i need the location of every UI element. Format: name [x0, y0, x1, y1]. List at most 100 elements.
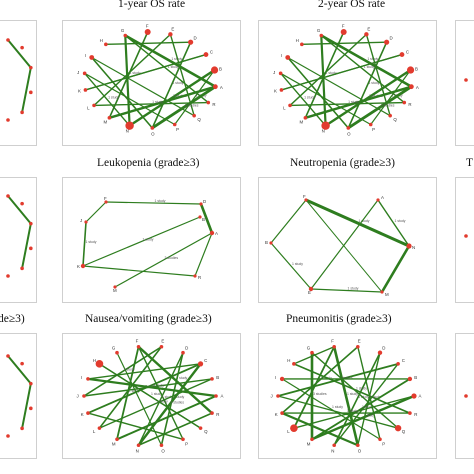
panel-nausea-node	[95, 360, 104, 368]
panel-1-year-os-edge	[90, 56, 154, 129]
frame-right-top	[455, 20, 474, 146]
panel-nausea-node-label: Q	[204, 429, 208, 434]
panel-pneumonitis-edge-label: 1 study	[370, 395, 381, 399]
panel-nausea-node	[159, 443, 164, 448]
panel-pneumonitis-node	[408, 411, 412, 415]
panel-1-year-os-node-label: L	[87, 105, 90, 110]
panel-pneumonitis-node	[310, 350, 314, 355]
panel-neutropenia-edge	[310, 288, 383, 293]
panel-pneumonitis-edge-label: 1 study	[362, 405, 373, 409]
panel-2-year-os-edge	[287, 56, 391, 117]
panel-leukopenia-node	[209, 230, 215, 236]
panel-leukopenia-edge	[85, 201, 107, 223]
panel-leukopenia-node	[80, 263, 86, 269]
panel-pneumonitis-node-label: F	[331, 338, 334, 343]
panel-nausea-node	[210, 411, 214, 415]
panel-neutropenia-edge	[304, 198, 411, 248]
panel-neutropenia-edge	[377, 199, 410, 247]
panel-neutropenia-node	[406, 243, 412, 249]
frame-leukopenia	[62, 177, 241, 303]
panel-neutropenia-node-label: N	[412, 245, 415, 250]
panel-nausea-node-label: R	[216, 412, 219, 417]
panel-1-year-os-edge	[128, 68, 216, 127]
panel-leukopenia-edge	[82, 216, 201, 267]
panel-pneumonitis-node-label: H	[287, 358, 290, 363]
panel-2-year-os-node-label: N	[322, 129, 325, 134]
panel-1-year-os-edge	[124, 34, 131, 127]
panel-2-year-os-node-label: P	[372, 127, 375, 132]
panel-1-year-os-node-label: P	[176, 127, 179, 132]
panel-2-year-os-node	[321, 121, 330, 130]
fragment-node	[464, 234, 468, 238]
panel-nausea-node-label: K	[81, 412, 84, 417]
panel-nausea-edge-label: 1 study	[176, 376, 187, 380]
panel-1-year-os-node-label: O	[151, 131, 155, 136]
panel-1-year-os-node-label: B	[219, 67, 222, 72]
panel-2-year-os-edge-label: 1 study	[364, 65, 375, 69]
panel-2-year-os-node	[346, 126, 351, 130]
panel-pneumonitis-edge	[293, 346, 335, 365]
panel-2-year-os-edge	[304, 85, 413, 120]
panel-1-year-os-node	[107, 116, 112, 120]
panel-1-year-os-node	[150, 126, 155, 130]
panel-1-year-os-node	[212, 84, 218, 90]
panel-neutropenia-edge	[305, 199, 383, 293]
panel-nausea-edge-label: 1 study	[129, 389, 140, 393]
fragment-node	[20, 45, 24, 50]
panel-1-year-os-node	[188, 39, 194, 45]
panel-nausea-node	[181, 350, 185, 355]
panel-nausea-edge-label: 1 study	[153, 383, 164, 387]
panel-nausea-node-label: P	[185, 442, 188, 447]
panel-nausea-node	[115, 350, 119, 355]
panel-leukopenia-node-label: B	[202, 217, 205, 222]
panel-neutropenia-edge	[310, 199, 379, 290]
panel-2-year-os-node	[278, 71, 283, 76]
panel-neutropenia-node	[376, 198, 380, 202]
panel-leukopenia-edge	[194, 232, 213, 277]
panel-leukopenia-node-label: F	[104, 196, 107, 201]
panel-nausea-node-label: F	[136, 338, 139, 343]
panel-1-year-os-node	[168, 32, 173, 37]
panel-pneumonitis-node-label: C	[402, 358, 405, 363]
panel-2-year-os-edge	[370, 69, 412, 126]
panel-2-year-os-edge-label: 3 studies	[381, 103, 395, 107]
panel-pneumonitis-edge	[277, 362, 399, 397]
panel-2-year-os-edge	[280, 53, 403, 91]
panel-neutropenia-edge	[270, 199, 307, 244]
panel-2-year-os-edge	[289, 33, 368, 107]
panel-1-year-os-node	[203, 52, 209, 57]
panel-leukopenia-edge-label: 2 studies	[165, 256, 179, 260]
panel-neutropenia-edge-label: 1 study	[292, 262, 303, 266]
panel-neutropenia-edge-label: 1 study	[395, 219, 406, 223]
panel-nausea-node-label: E	[161, 338, 164, 343]
fragment-node	[6, 434, 10, 438]
panel-1-year-os-node	[192, 113, 196, 118]
panel-title-partial-right: T	[466, 157, 474, 169]
panel-pneumonitis-edge-label: 1 study	[347, 409, 358, 413]
panel-1-year-os-node-label: J	[77, 70, 79, 75]
fragment-node	[29, 221, 33, 226]
fragment-edge	[21, 382, 32, 430]
panel-leukopenia-node-label: K	[77, 264, 80, 269]
panel-neutropenia-node-label: E	[308, 290, 311, 295]
panel-1-year-os-node-label: R	[212, 102, 215, 107]
panel-1-year-os-node-label: D	[194, 36, 197, 41]
panel-pneumonitis-node	[310, 437, 314, 442]
fragment-node	[20, 110, 24, 115]
panel-pneumonitis-node-label: O	[358, 449, 362, 454]
fragment-edge	[7, 195, 32, 225]
panel-2-year-os-node	[285, 55, 291, 60]
panel-nausea-node-label: A	[221, 394, 224, 399]
panel-neutropenia-edge-label: 1 study	[359, 219, 370, 223]
panel-nausea-node-label: G	[112, 345, 116, 350]
panel-2-year-os-node-label: M	[299, 119, 303, 124]
panel-1-year-os-edge-label: 1 study	[168, 65, 179, 69]
panel-2-year-os-node	[303, 116, 308, 120]
frame-pneumonitis	[258, 333, 437, 459]
panel-nausea-edge-label: 1 study	[157, 400, 168, 404]
panel-1-year-os-edge	[105, 41, 192, 46]
panel-title-nausea: Nausea/vomiting (grade≥3)	[85, 313, 212, 325]
panel-1-year-os-edge-label: 3 studies	[185, 103, 199, 107]
panel-pneumonitis-node-label: I	[275, 375, 276, 380]
panel-pneumonitis-node	[378, 437, 382, 442]
